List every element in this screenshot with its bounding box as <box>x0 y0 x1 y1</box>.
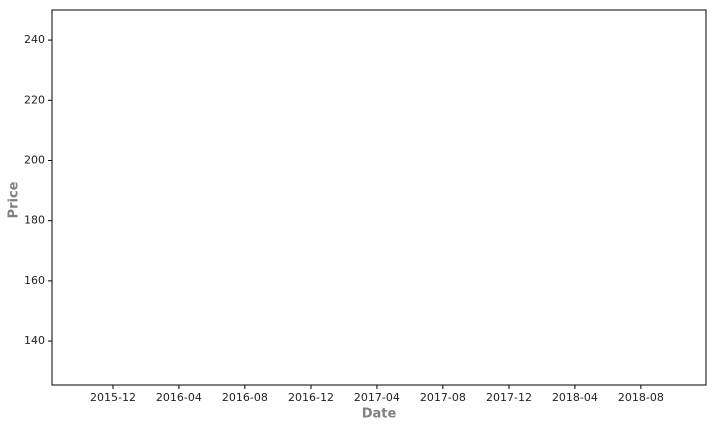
x-tick-label: 2016-04 <box>156 391 202 404</box>
y-tick-label: 220 <box>24 93 45 106</box>
x-tick-label: 2018-08 <box>618 391 664 404</box>
y-tick-label: 200 <box>24 153 45 166</box>
x-tick-label: 2016-12 <box>288 391 334 404</box>
x-tick-label: 2018-04 <box>552 391 598 404</box>
y-tick-label: 180 <box>24 214 45 227</box>
x-tick-label: 2016-08 <box>222 391 268 404</box>
x-tick-label: 2017-04 <box>354 391 400 404</box>
x-tick-label: 2017-08 <box>420 391 466 404</box>
plot-frame <box>51 9 707 386</box>
y-tick-label: 240 <box>24 33 45 46</box>
y-tick-label: 160 <box>24 274 45 287</box>
y-axis-title: Price <box>7 181 22 218</box>
x-axis-title: Date <box>362 407 397 422</box>
y-tick-label: 140 <box>24 334 45 347</box>
x-tick-label: 2017-12 <box>486 391 532 404</box>
x-tick-label: 2015-12 <box>90 391 136 404</box>
